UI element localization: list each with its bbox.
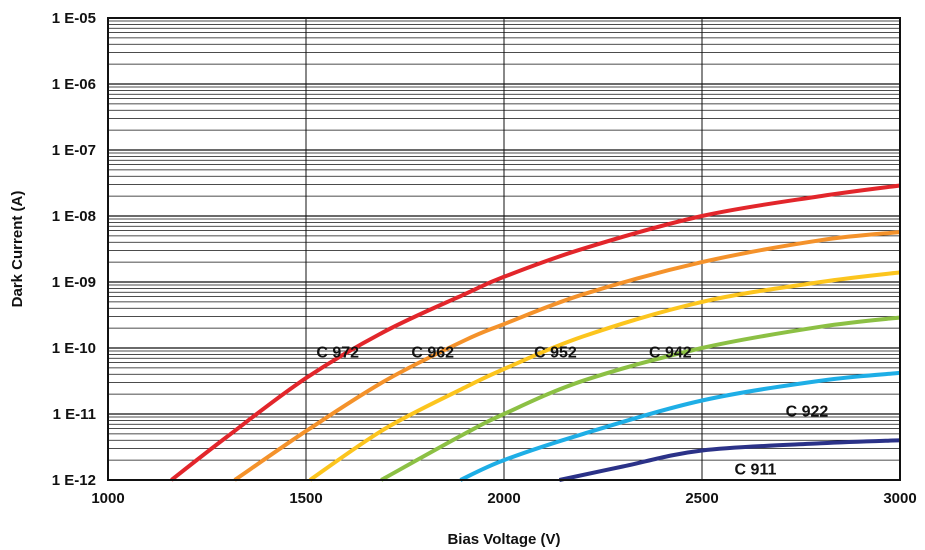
series-labels: C 972 C 962 C 952 C 942 C 922 C 911 xyxy=(316,345,828,479)
y-tick-label: 1 E-10 xyxy=(52,340,96,357)
series-label: C 952 xyxy=(534,345,577,362)
series-label: C 911 xyxy=(735,461,777,478)
y-tick-label: 1 E-05 xyxy=(52,10,96,27)
series-label: C 972 xyxy=(316,345,359,362)
y-tick-label: 1 E-06 xyxy=(52,76,96,93)
grid-lines xyxy=(107,18,901,481)
y-tick-label: 1 E-08 xyxy=(52,208,96,225)
x-tick-label: 2000 xyxy=(487,490,520,507)
series-line xyxy=(233,230,901,482)
series-line xyxy=(308,270,901,482)
series-label: C 962 xyxy=(411,345,454,362)
x-tick-label: 1000 xyxy=(91,490,124,507)
x-tick-label: 1500 xyxy=(289,490,322,507)
y-tick-label: 1 E-07 xyxy=(52,142,96,159)
x-axis-ticks: 1000 1500 2000 2500 3000 xyxy=(91,490,916,507)
y-tick-label: 1 E-11 xyxy=(53,406,96,423)
series-curves xyxy=(170,183,901,482)
series-line xyxy=(459,370,901,482)
plot-frame xyxy=(107,17,901,481)
y-axis-ticks: 1 E-12 1 E-11 1 E-10 1 E-09 1 E-08 1 E-07 1 E-… xyxy=(52,10,96,489)
x-axis-label: Bias Voltage (V) xyxy=(447,531,560,548)
y-tick-label: 1 E-12 xyxy=(52,472,96,489)
y-axis-label: Dark Current (A) xyxy=(9,191,26,308)
series-line xyxy=(558,438,901,482)
y-tick-label: 1 E-09 xyxy=(52,274,96,291)
series-line xyxy=(170,183,901,482)
x-tick-label: 3000 xyxy=(883,490,916,507)
series-label: C 942 xyxy=(649,345,692,362)
series-line xyxy=(380,315,901,482)
series-label: C 922 xyxy=(786,403,829,420)
x-tick-label: 2500 xyxy=(685,490,718,507)
